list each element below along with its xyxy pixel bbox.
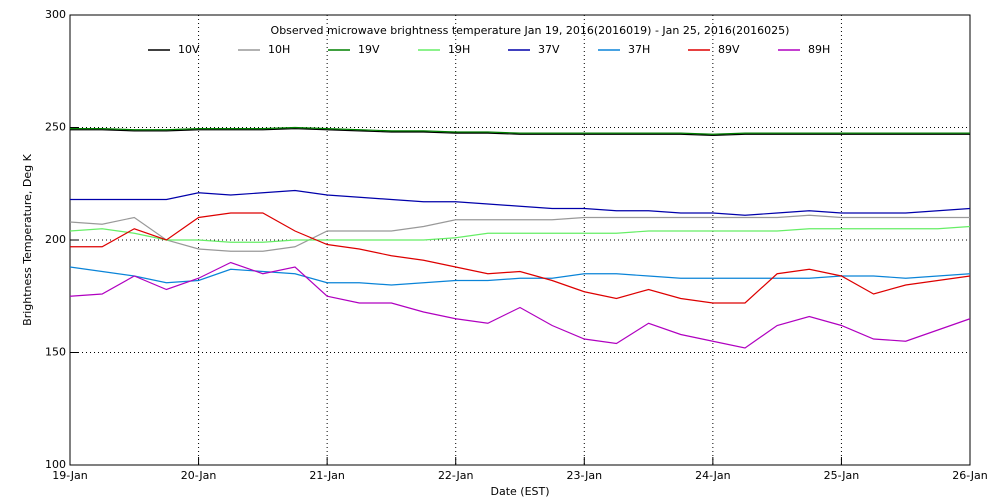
y-axis-label: Brightness Temperature, Deg K (21, 153, 34, 325)
series-line (69, 266, 971, 286)
legend-label: 10V (178, 43, 200, 56)
x-tick-label: 19-Jan (52, 469, 88, 482)
y-tick-label: 150 (45, 346, 66, 359)
x-tick-label: 21-Jan (309, 469, 345, 482)
y-tick-label: 100 (45, 458, 66, 471)
x-tick-label: 26-Jan (952, 469, 988, 482)
legend-label: 37H (628, 43, 650, 56)
y-tick-label: 300 (45, 8, 66, 21)
series-line (69, 214, 970, 252)
y-tick-label: 200 (45, 233, 66, 246)
series-line (69, 261, 971, 349)
legend-label: 89V (718, 43, 740, 56)
series-line (69, 225, 971, 243)
x-tick-label: 22-Jan (438, 469, 474, 482)
series-line (70, 128, 970, 136)
legend-label: 37V (538, 43, 560, 56)
legend-label: 10H (268, 43, 290, 56)
x-tick-label: 25-Jan (824, 469, 860, 482)
legend-label: 19H (448, 43, 470, 56)
chart-title: Observed microwave brightness temperatur… (271, 24, 790, 37)
series-line (70, 189, 971, 216)
x-axis-label: Date (EST) (490, 485, 549, 498)
x-tick-label: 20-Jan (181, 469, 217, 482)
y-tick-label: 250 (45, 121, 66, 134)
series-line (70, 126, 970, 135)
legend-label: 19V (358, 43, 380, 56)
series-line (70, 212, 971, 304)
x-tick-label: 23-Jan (567, 469, 603, 482)
legend-label: 89H (808, 43, 830, 56)
x-tick-label: 24-Jan (695, 469, 731, 482)
